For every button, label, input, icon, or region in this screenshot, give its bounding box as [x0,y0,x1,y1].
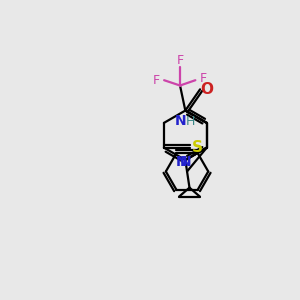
Text: O: O [200,82,213,97]
Text: F: F [153,74,160,87]
Text: S: S [191,140,203,155]
Text: N: N [179,155,191,170]
Text: N: N [175,114,187,128]
Text: H: H [186,115,195,128]
Text: F: F [177,54,184,67]
Text: F: F [200,72,207,85]
Text: N: N [176,155,188,170]
